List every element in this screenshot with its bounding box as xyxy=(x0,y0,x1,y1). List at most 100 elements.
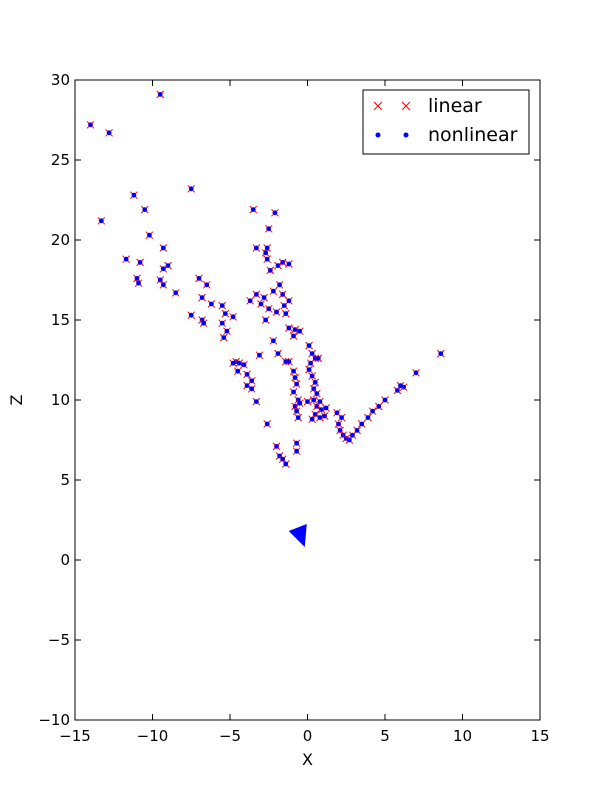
data-point xyxy=(261,316,270,324)
data-point xyxy=(269,287,278,296)
nonlinear-point-marker xyxy=(160,245,166,251)
nonlinear-point-marker xyxy=(286,325,292,331)
data-point xyxy=(202,280,211,289)
data-point xyxy=(274,349,282,358)
nonlinear-point-marker xyxy=(398,383,403,388)
y-tick-label: −5 xyxy=(48,631,70,649)
nonlinear-point-marker xyxy=(263,317,269,323)
data-point xyxy=(353,426,361,435)
nonlinear-point-marker xyxy=(123,256,129,262)
data-point xyxy=(312,402,321,411)
data-point xyxy=(86,120,95,129)
nonlinear-point-marker xyxy=(230,314,236,320)
nonlinear-point-marker xyxy=(297,328,303,334)
data-point xyxy=(252,244,261,252)
nonlinear-point-marker xyxy=(147,232,152,238)
nonlinear-point-marker xyxy=(395,388,400,393)
nonlinear-point-marker xyxy=(283,311,289,316)
nonlinear-point-marker xyxy=(136,280,141,286)
data-point xyxy=(291,373,299,382)
nonlinear-point-marker xyxy=(253,245,259,251)
nonlinear-point-marker xyxy=(235,368,241,374)
nonlinear-point-marker xyxy=(160,282,166,288)
data-point xyxy=(289,332,298,340)
x-tick-label: 0 xyxy=(303,727,313,745)
nonlinear-point-marker xyxy=(438,351,444,356)
legend-label-linear: linear xyxy=(428,95,482,117)
data-point xyxy=(187,184,196,193)
data-point xyxy=(295,399,304,408)
data-point xyxy=(292,380,301,388)
data-point xyxy=(249,205,258,214)
data-point xyxy=(336,426,344,435)
nonlinear-point-marker xyxy=(317,399,323,404)
nonlinear-point-marker xyxy=(294,408,300,414)
data-point xyxy=(266,266,275,275)
data-point xyxy=(233,367,242,376)
data-points xyxy=(86,90,445,468)
nonlinear-point-marker xyxy=(294,381,300,387)
data-point xyxy=(303,397,312,406)
legend-marker-linear-2 xyxy=(401,101,411,111)
data-point xyxy=(272,308,281,316)
y-tick-label: 15 xyxy=(51,311,70,329)
nonlinear-point-marker xyxy=(294,440,300,446)
nonlinear-point-marker xyxy=(309,351,315,356)
nonlinear-point-marker xyxy=(382,397,388,403)
data-point xyxy=(274,261,282,270)
data-point xyxy=(229,312,237,321)
data-point xyxy=(156,90,165,99)
data-point xyxy=(314,354,323,363)
data-point xyxy=(195,274,203,283)
data-point xyxy=(357,420,366,428)
data-point xyxy=(291,402,299,411)
nonlinear-point-marker xyxy=(247,298,253,304)
data-point xyxy=(368,407,377,416)
nonlinear-point-marker xyxy=(283,461,289,467)
legend-label-nonlinear: nonlinear xyxy=(428,124,518,146)
nonlinear-point-marker xyxy=(312,380,318,385)
data-point xyxy=(252,397,261,406)
nonlinear-point-marker xyxy=(131,192,137,198)
nonlinear-point-marker xyxy=(280,260,286,265)
nonlinear-point-marker xyxy=(413,370,419,376)
nonlinear-point-marker xyxy=(376,404,382,409)
data-point xyxy=(264,304,273,313)
nonlinear-point-marker xyxy=(297,400,303,406)
nonlinear-point-marker xyxy=(271,288,276,294)
data-point xyxy=(285,296,293,305)
nonlinear-point-marker xyxy=(346,437,352,443)
data-point xyxy=(412,368,420,377)
nonlinear-point-marker xyxy=(253,292,259,297)
nonlinear-point-marker xyxy=(309,416,315,422)
data-point xyxy=(337,413,346,422)
data-point xyxy=(156,276,165,284)
nonlinear-point-marker xyxy=(292,375,298,380)
data-point xyxy=(306,359,315,368)
nonlinear-point-marker xyxy=(249,378,255,384)
nonlinear-point-marker xyxy=(157,92,163,97)
data-point xyxy=(247,384,256,393)
data-point xyxy=(316,397,324,406)
nonlinear-point-marker xyxy=(370,408,375,414)
nonlinear-point-marker xyxy=(311,386,317,392)
data-point xyxy=(280,301,289,310)
nonlinear-point-marker xyxy=(157,277,163,283)
nonlinear-point-marker xyxy=(272,210,278,216)
data-point xyxy=(278,455,287,464)
nonlinear-point-marker xyxy=(249,386,255,392)
data-point xyxy=(309,384,318,393)
data-point xyxy=(207,300,216,308)
data-point xyxy=(294,413,303,422)
nonlinear-point-marker xyxy=(350,432,355,438)
nonlinear-point-marker xyxy=(165,263,171,268)
y-tick-label: 10 xyxy=(51,391,70,409)
nonlinear-point-marker xyxy=(306,343,312,348)
nonlinear-point-marker xyxy=(137,260,143,265)
data-point xyxy=(159,280,168,289)
data-point xyxy=(305,365,313,374)
nonlinear-point-marker xyxy=(280,292,286,297)
data-point xyxy=(381,396,389,404)
x-tick-label: −15 xyxy=(59,727,91,745)
